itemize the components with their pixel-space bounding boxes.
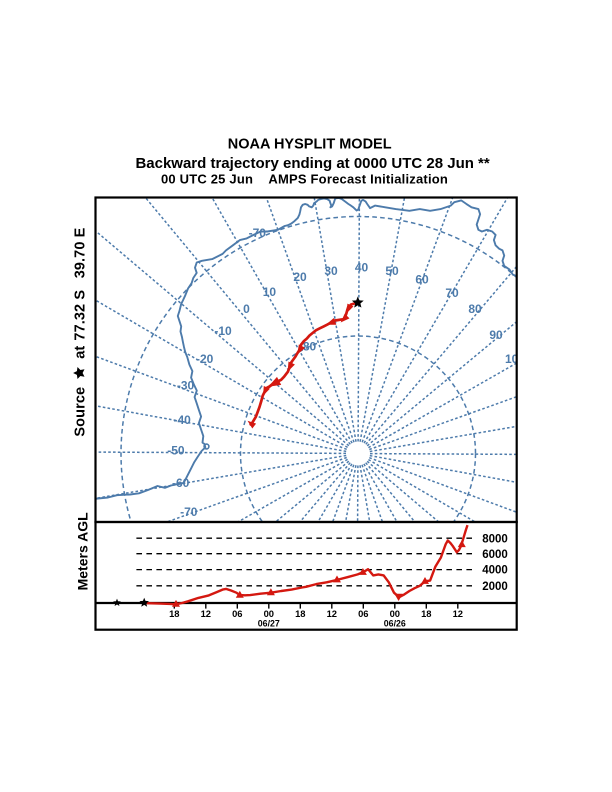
svg-text:10: 10	[263, 285, 277, 299]
svg-text:39.70 E: 39.70 E	[72, 227, 88, 278]
svg-text:06/26: 06/26	[384, 619, 406, 629]
svg-text:50: 50	[385, 264, 399, 278]
svg-text:90: 90	[489, 328, 503, 342]
svg-text:30: 30	[324, 264, 338, 278]
svg-text:00: 00	[390, 608, 400, 619]
svg-text:-30: -30	[177, 379, 195, 393]
svg-text:8000: 8000	[482, 533, 508, 545]
svg-text:0: 0	[243, 302, 250, 316]
svg-text:Meters AGL: Meters AGL	[74, 512, 90, 591]
svg-text:at: at	[72, 346, 88, 359]
svg-text:-20: -20	[196, 352, 214, 366]
svg-text:77.32 S: 77.32 S	[72, 290, 88, 341]
svg-text:-70: -70	[180, 505, 198, 519]
svg-text:06/27: 06/27	[258, 619, 280, 629]
svg-text:70: 70	[445, 286, 459, 300]
svg-text:18: 18	[295, 608, 305, 619]
svg-text:18: 18	[169, 608, 179, 619]
svg-text:06: 06	[358, 608, 368, 619]
svg-text:00 UTC 25 Jun AMPS Forecast: 00 UTC 25 Jun AMPS Forecast Initializati…	[161, 172, 448, 187]
svg-text:-50: -50	[167, 444, 185, 458]
svg-text:60: 60	[415, 273, 429, 287]
svg-text:20: 20	[293, 270, 307, 284]
svg-text:12: 12	[453, 608, 463, 619]
svg-text:Backward trajectory ending at: Backward trajectory ending at 0000 UTC 2…	[135, 155, 489, 172]
svg-text:12: 12	[201, 608, 211, 619]
svg-text:40: 40	[355, 261, 369, 275]
svg-text:100: 100	[505, 352, 525, 366]
svg-text:6000: 6000	[482, 549, 508, 561]
svg-text:06: 06	[232, 608, 242, 619]
svg-text:00: 00	[264, 608, 274, 619]
svg-text:80: 80	[468, 302, 482, 316]
svg-text:NOAA HYSPLIT MODEL: NOAA HYSPLIT MODEL	[228, 137, 392, 153]
svg-text:-10: -10	[214, 324, 232, 338]
svg-text:18: 18	[421, 608, 431, 619]
svg-text:2000: 2000	[482, 581, 508, 593]
svg-text:Source: Source	[72, 387, 88, 437]
svg-text:-60: -60	[172, 476, 190, 490]
svg-text:12: 12	[327, 608, 337, 619]
svg-text:4000: 4000	[482, 565, 508, 577]
svg-text:-40: -40	[174, 413, 192, 427]
